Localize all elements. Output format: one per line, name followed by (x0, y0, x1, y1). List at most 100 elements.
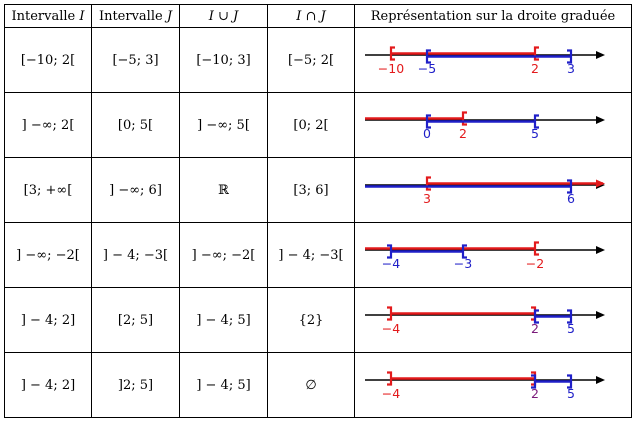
table-row: ] − 4; 2] [2; 5]] − 4; 5] {2} −4 2 5 (4, 287, 632, 353)
interval-j (365, 179, 573, 194)
number-line: −4 2 5 (365, 371, 605, 401)
interval-i (365, 241, 539, 256)
number-line: −10 −5 2 3 (365, 46, 605, 76)
header-union-b: J (233, 8, 239, 24)
interval-j-cell: ] − 4; −3[ (91, 222, 180, 288)
intersection-cell: [−5; 2[ (267, 27, 355, 93)
interval-i-cell: ] −∞; 2[ (4, 92, 92, 158)
header-row: Intervalle I Intervalle J I ∪ J I ∩ J Re… (4, 4, 632, 28)
interval-j (425, 49, 573, 64)
axis-arrow (596, 246, 605, 254)
number-line-cell: −4 2 5 (354, 287, 632, 353)
interval-j-right-bracket (461, 244, 467, 259)
tick-label: 2 (531, 321, 539, 336)
tick-label: 2 (459, 126, 467, 141)
tick-label: −3 (454, 256, 472, 271)
interval-i-cell: ] − 4; 2] (4, 287, 92, 353)
header-interval-i: Intervalle I (4, 4, 92, 28)
intersection-cell: [0; 2[ (267, 92, 355, 158)
header-interval-i-var: I (79, 8, 85, 24)
interval-j-right-bracket (567, 179, 573, 194)
interval-j-left-bracket (533, 309, 539, 324)
union-cell: ℝ (179, 157, 268, 223)
union-cell: ] −∞; 5[ (179, 92, 268, 158)
interval-j (533, 309, 573, 324)
interval-i (387, 306, 537, 321)
interval-i-arrow (596, 179, 605, 188)
interval-j-left-bracket (425, 114, 431, 129)
intersection-cell: ] − 4; −3[ (267, 222, 355, 288)
header-inter-op: ∩ (301, 8, 321, 24)
axis-arrow (596, 51, 605, 59)
interval-i-right-bracket (533, 241, 539, 256)
intersection-cell: [3; 6] (267, 157, 355, 223)
tick-label: 2 (531, 61, 539, 76)
tick-label: 2 (531, 386, 539, 401)
tick-label: 6 (567, 191, 575, 206)
interval-j-right-bracket (567, 49, 573, 64)
interval-i (425, 176, 605, 191)
header-representation: Représentation sur la droite graduée (354, 4, 632, 28)
interval-j-right-bracket (567, 374, 573, 389)
header-union-a: I (208, 8, 214, 24)
interval-j-left-bracket (425, 49, 431, 64)
header-interval-j: Intervalle J (91, 4, 180, 28)
interval-i-right-bracket (533, 46, 539, 61)
interval-i-right-bracket (461, 111, 467, 126)
number-line-cell: −4 2 5 (354, 352, 632, 418)
header-inter-a: I (296, 8, 302, 24)
number-line-cell: −4 −3 −2 (354, 222, 632, 288)
interval-i-left-bracket (387, 371, 393, 386)
interval-i (365, 111, 467, 126)
intervals-table: Intervalle I Intervalle J I ∪ J I ∩ J Re… (4, 4, 632, 418)
interval-i (389, 46, 539, 61)
tick-label: −4 (382, 386, 400, 401)
number-line: 0 2 5 (365, 111, 605, 141)
intersection-cell: {2} (267, 287, 355, 353)
tick-label: −5 (418, 61, 436, 76)
tick-label: 5 (567, 386, 575, 401)
union-cell: ] − 4; 5] (179, 352, 268, 418)
interval-i-left-bracket (425, 176, 431, 191)
interval-j-right-bracket (533, 114, 539, 129)
number-line-cell: −10 −5 2 3 (354, 27, 632, 93)
tick-label: 5 (567, 321, 575, 336)
interval-i-cell: [−10; 2[ (4, 27, 92, 93)
tick-label: 5 (531, 126, 539, 141)
number-line: −4 2 5 (365, 306, 605, 336)
header-union: I ∪ J (179, 4, 268, 28)
header-intersection: I ∩ J (267, 4, 355, 28)
union-cell: ] −∞; −2[ (179, 222, 268, 288)
interval-j-cell: [−5; 3] (91, 27, 180, 93)
table-row: ] − 4; 2]]2; 5]] − 4; 5] ∅ −4 2 5 (4, 352, 632, 418)
interval-j-left-bracket (387, 244, 393, 259)
header-interval-i-prefix: Intervalle (11, 8, 80, 24)
header-union-op: ∪ (213, 8, 234, 24)
tick-label: −4 (382, 321, 400, 336)
interval-j (387, 244, 467, 259)
axis-arrow (596, 376, 605, 384)
interval-i-cell: ] − 4; 2] (4, 352, 92, 418)
tick-label: 0 (423, 126, 431, 141)
header-interval-j-prefix: Intervalle (98, 8, 167, 24)
tick-label: −10 (378, 61, 404, 76)
interval-j-cell: [2; 5] (91, 287, 180, 353)
table-row: ] −∞; 2[[0; 5[] −∞; 5[[0; 2[0 2 5 (4, 92, 632, 158)
interval-i (387, 371, 537, 386)
tick-label: −2 (526, 256, 544, 271)
interval-i-cell: ] −∞; −2[ (4, 222, 92, 288)
number-line-cell: 0 2 5 (354, 92, 632, 158)
interval-i-cell: [3; +∞[ (4, 157, 92, 223)
interval-j (531, 374, 573, 389)
interval-j-cell: ]2; 5] (91, 352, 180, 418)
table-row: [−10; 2[[−5; 3] [−10; 3] [−5; 2[−10 −5 2 3 (4, 27, 632, 93)
header-inter-b: J (320, 8, 326, 24)
axis-arrow (596, 311, 605, 319)
interval-j (425, 114, 539, 129)
table-row: ] −∞; −2[] − 4; −3[] −∞; −2[] − 4; −3[−4… (4, 222, 632, 288)
header-interval-j-var: J (166, 8, 173, 24)
table-body: [−10; 2[[−5; 3] [−10; 3] [−5; 2[−10 −5 2 3] −… (4, 27, 632, 418)
axis-arrow (596, 116, 605, 124)
tick-label: 3 (567, 61, 575, 76)
